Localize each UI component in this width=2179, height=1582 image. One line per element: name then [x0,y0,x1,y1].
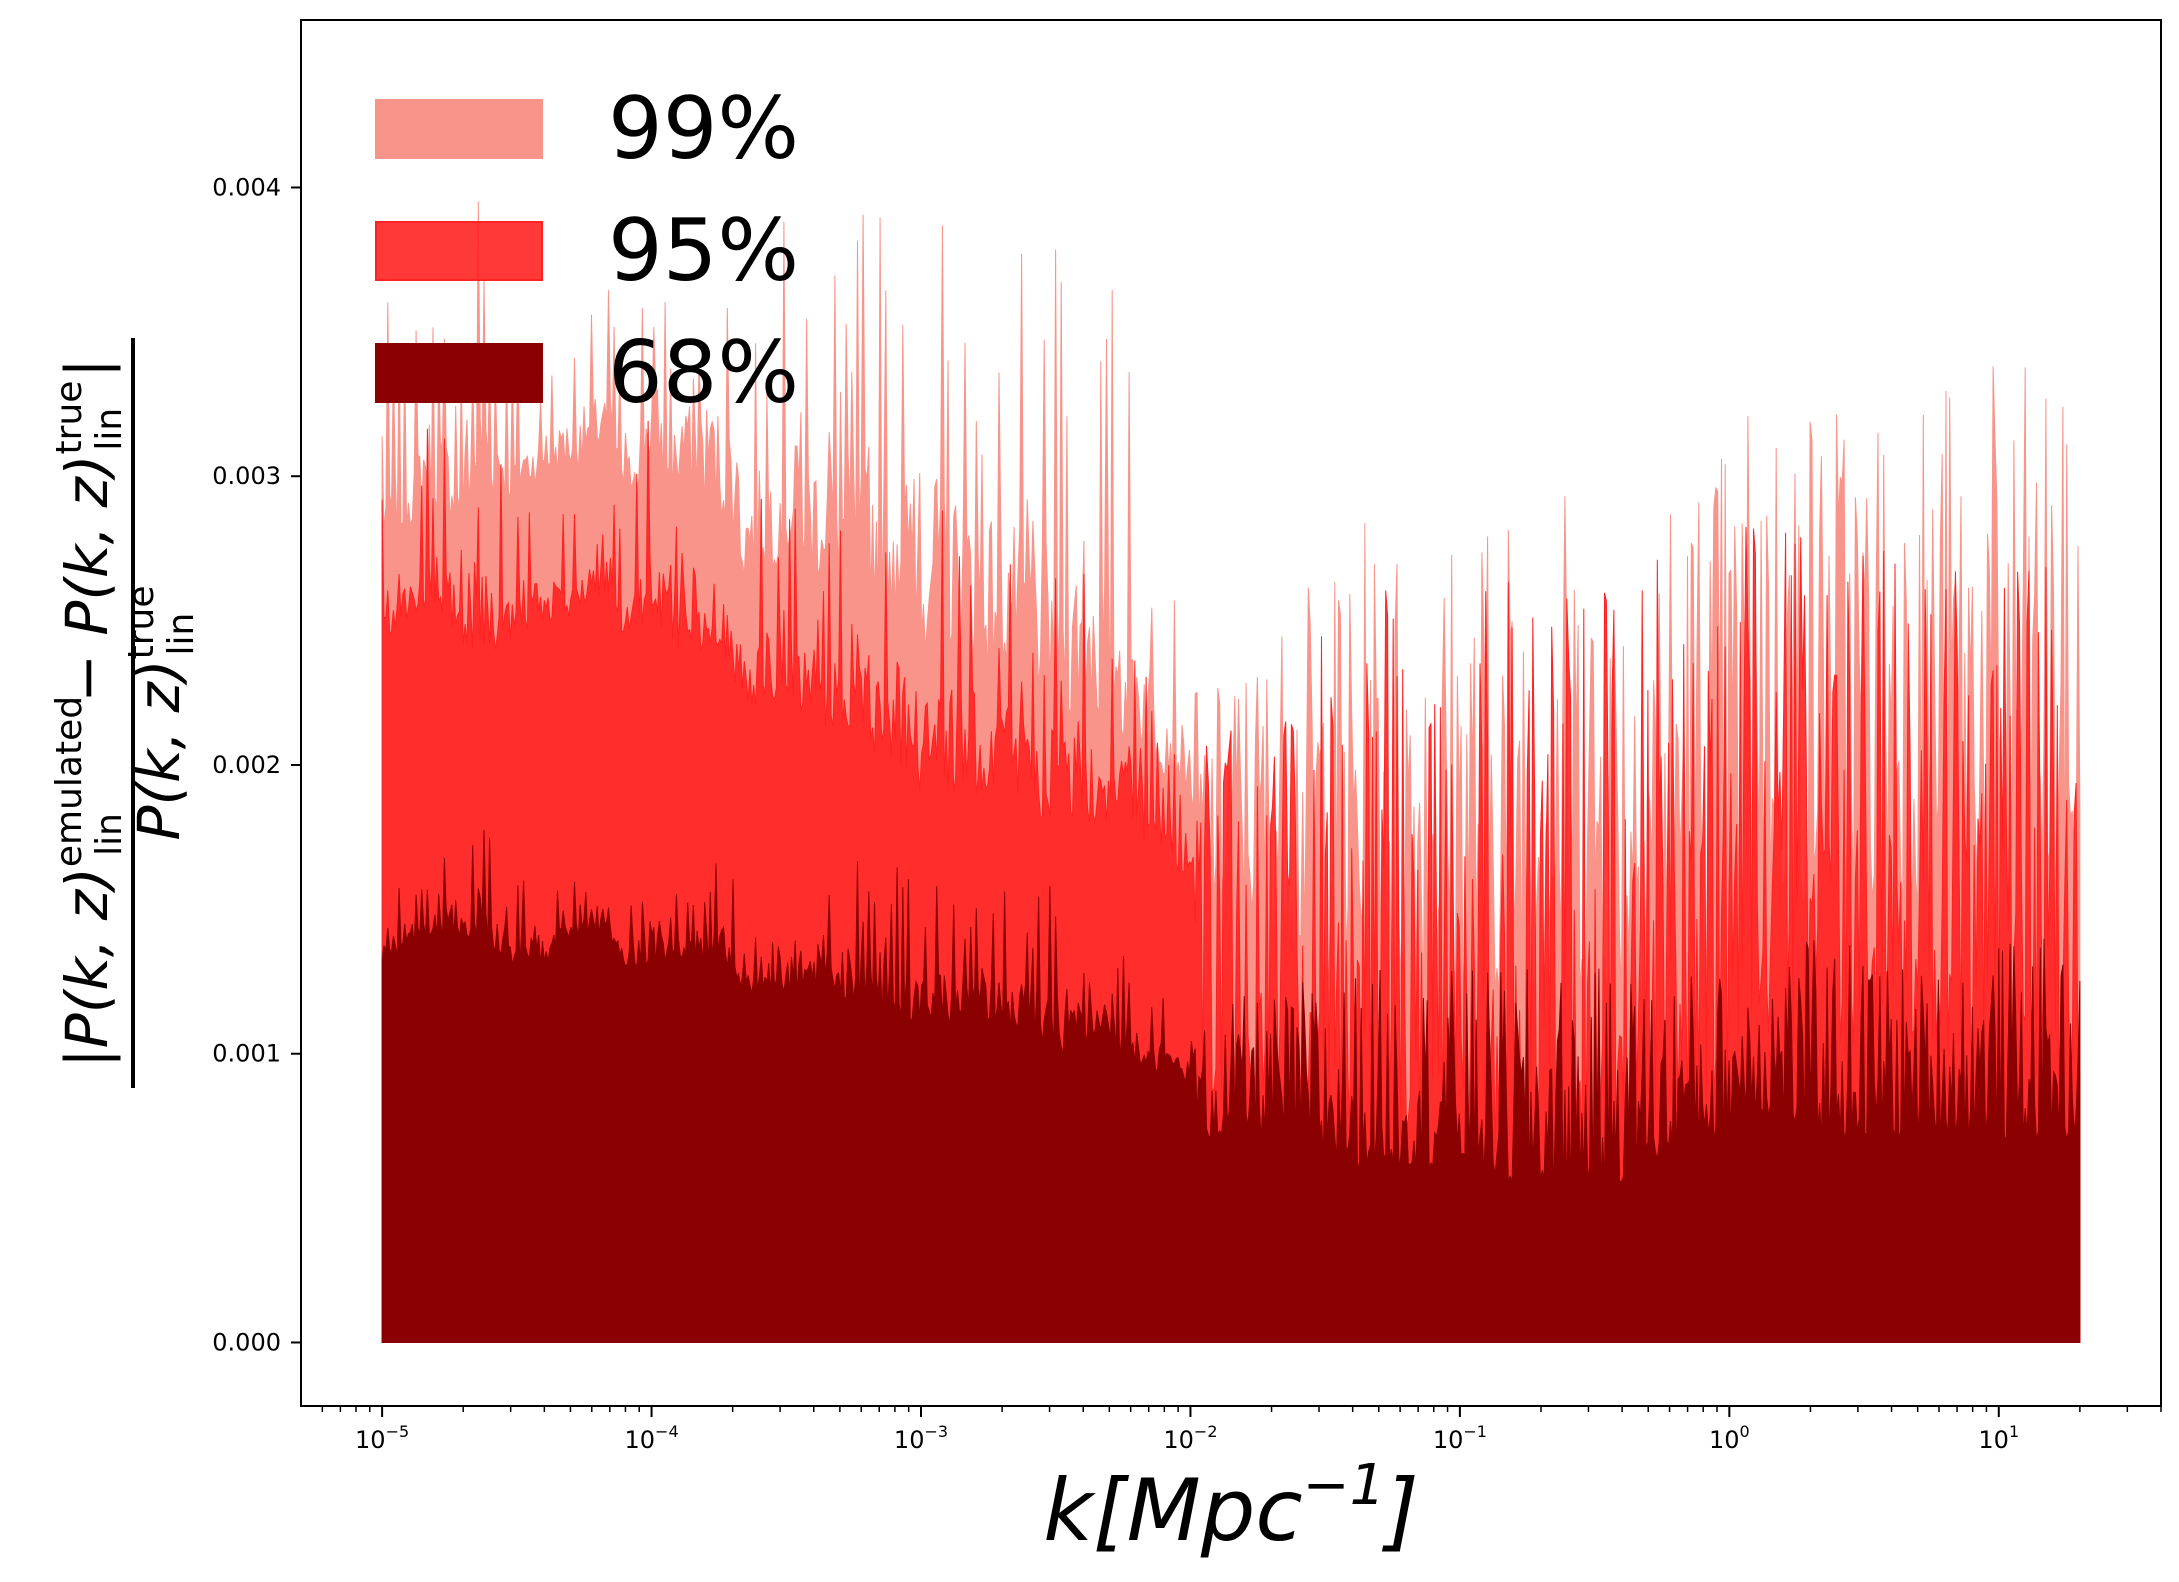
y-tick-label: 0.003 [212,462,281,490]
y-num-sub2: lin [89,408,130,451]
y-axis: 0.000 0.001 0.002 0.003 0.004 [212,173,301,1356]
x-tick-label: 101 [1978,1422,2019,1454]
legend: 99% 95% 68% [375,79,799,423]
y-num-left: |P(k, z) [53,867,121,1068]
x-axis-label-exponent: −1 [1303,1453,1386,1518]
y-num-mid: − P(k, z) [53,454,121,721]
y-axis-label-numerator: |P(k, z)emulatedlin − P(k, z)truelin| [49,358,130,1068]
y-den-left: P(k, z) [125,659,193,840]
y-axis-label: |P(k, z)emulatedlin − P(k, z)truelin| P(… [49,338,202,1088]
x-axis-label: k[Mpc−1] [1043,1453,1419,1561]
legend-swatch-99pct [375,99,543,159]
y-tick-label: 0.002 [212,751,281,779]
x-tick-label: 10−3 [894,1422,948,1454]
y-num-sup2: true [49,381,90,455]
y-num-sup1: emulated [49,696,90,867]
legend-label-99pct: 99% [608,79,799,179]
x-tick-label: 10−5 [355,1422,409,1454]
x-axis: 10−5 10−4 10−3 10−2 10−1 100 101 [321,1406,2162,1454]
x-tick-label: 10−1 [1433,1422,1487,1454]
x-axis-label-tail: ] [1381,1461,1419,1561]
x-axis-label-base: k[Mpc [1043,1461,1302,1561]
y-tick-label: 0.000 [212,1328,281,1356]
legend-label-95pct: 95% [608,201,799,301]
x-tick-label: 100 [1709,1422,1750,1454]
y-tick-label: 0.001 [212,1040,281,1068]
legend-label-68pct: 68% [608,323,799,423]
y-den-sub: lin [161,613,202,656]
x-tick-label: 10−4 [624,1422,678,1454]
y-num-right: | [53,358,121,378]
y-axis-label-denominator: P(k, z)truelin [121,585,202,840]
y-tick-label: 0.004 [212,173,281,201]
x-tick-label: 10−2 [1163,1422,1217,1454]
y-den-sup: true [121,585,162,659]
legend-swatch-68pct [375,343,543,403]
legend-swatch-95pct [375,221,543,281]
series-area-68pct [381,829,2081,1343]
series-layer [381,201,2081,1343]
y-num-sub1: lin [89,813,130,856]
plot-frame [300,19,2162,1407]
